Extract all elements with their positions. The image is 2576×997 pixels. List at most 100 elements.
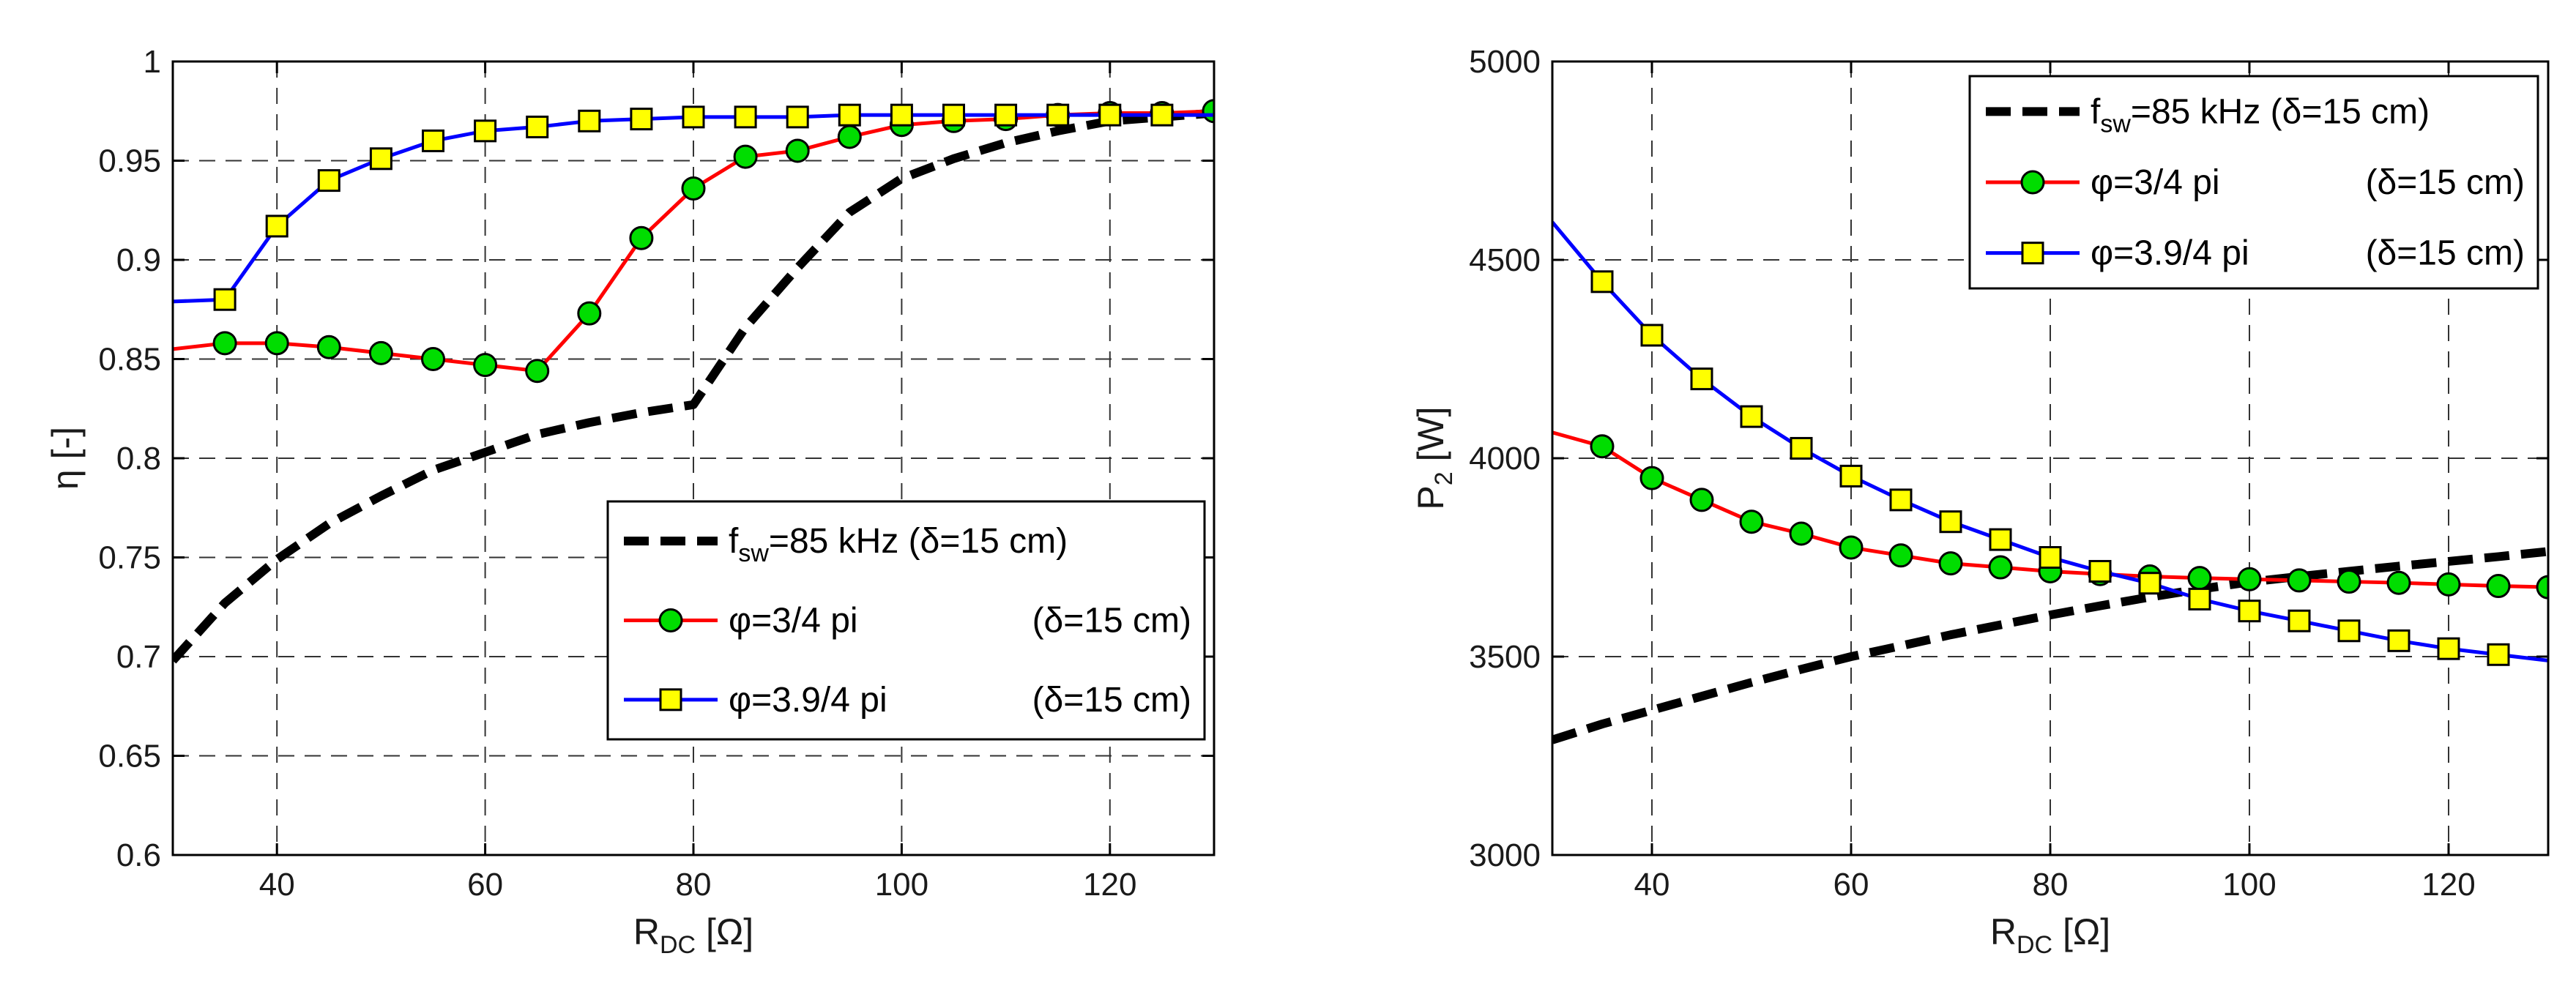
legend-marker-circle	[2020, 170, 2045, 195]
y-tick-label: 3500	[1469, 639, 1541, 675]
legend-label-3: φ=3.9/4 pi	[2091, 234, 2249, 273]
data-point-square	[578, 109, 601, 132]
y-tick-label: 0.65	[98, 739, 161, 774]
data-point-square	[786, 105, 809, 129]
x-tick-label: 40	[1634, 867, 1670, 903]
data-point-circle	[2536, 575, 2548, 600]
data-point-circle	[785, 138, 810, 163]
data-point-circle	[1639, 466, 1664, 490]
legend-note-2: (δ=15 cm)	[2366, 163, 2525, 202]
data-point-circle	[2187, 566, 2212, 591]
data-point-square	[1098, 103, 1122, 127]
data-point-square	[2387, 629, 2411, 652]
x-tick-label: 60	[467, 867, 503, 903]
data-point-circle	[1689, 488, 1714, 512]
data-point-circle	[525, 359, 550, 384]
data-point-square	[734, 105, 757, 129]
data-point-square	[2188, 587, 2211, 610]
data-point-circle	[2386, 570, 2411, 595]
data-point-circle	[473, 353, 498, 378]
data-point-square	[2437, 637, 2460, 660]
data-point-circle	[2436, 572, 2461, 597]
chart-panel-2: 40 60 80 100 120 3000 3500 4000 4500 5000 RDC [Ω] P…	[1410, 44, 2550, 959]
data-point-circle	[681, 176, 706, 201]
data-point-square	[1839, 464, 1863, 488]
data-point-circle	[212, 331, 237, 356]
data-point-square	[1989, 528, 2012, 551]
legend-label-1: fsw=85 kHz (δ=15 cm)	[2091, 92, 2430, 138]
data-point-square	[1150, 103, 1174, 127]
data-point-square	[630, 108, 653, 131]
legend-marker-circle	[658, 608, 683, 632]
y-tick-label: 0.6	[116, 837, 161, 873]
data-point-circle	[1789, 521, 1814, 546]
data-point-circle	[2486, 574, 2511, 599]
data-point-square	[2088, 559, 2112, 583]
legend-label-2: φ=3/4 pi	[729, 602, 858, 641]
data-point-square	[2287, 609, 2311, 632]
data-point-circle	[1938, 551, 1963, 576]
y-tick-label: 3000	[1469, 837, 1541, 873]
data-point-square	[474, 119, 497, 143]
legend-note-3: (δ=15 cm)	[1032, 681, 1191, 720]
legend: fsw=85 kHz (δ=15 cm) φ=3/4 pi (δ=15 cm) φ=3…	[1968, 75, 2539, 290]
data-point-square	[1640, 324, 1664, 347]
y-tick-label: 4000	[1469, 441, 1541, 477]
chart-panel-1: 40 60 80 100 120 0.6 0.65 0.7 0.75 0.8 0.85 0.9 0.95…	[45, 44, 1216, 959]
data-point-square	[1590, 270, 1614, 294]
data-point-circle	[421, 347, 445, 371]
data-point-square	[317, 169, 340, 193]
y-tick-label: 0.9	[116, 242, 161, 278]
data-point-square	[1939, 510, 1962, 534]
data-point-circle	[264, 331, 289, 356]
data-point-circle	[1888, 543, 1913, 568]
data-point-square	[1046, 103, 1070, 127]
legend-label-1: fsw=85 kHz (δ=15 cm)	[729, 522, 1068, 567]
series-line-1	[173, 108, 1214, 664]
y-tick-label: 0.95	[98, 143, 161, 179]
legend-label-2: φ=3/4 pi	[2091, 163, 2220, 202]
y-axis-label: η [-]	[45, 427, 86, 490]
data-point-square	[838, 103, 861, 127]
plot-area	[173, 99, 1214, 664]
data-point-circle	[1839, 535, 1864, 560]
data-point-circle	[577, 301, 602, 326]
x-tick-label: 40	[259, 867, 295, 903]
x-tick-label: 60	[1834, 867, 1869, 903]
x-tick-label: 80	[2033, 867, 2069, 903]
data-point-square	[2337, 619, 2361, 643]
data-point-square	[2238, 600, 2261, 623]
data-point-circle	[316, 335, 341, 359]
legend: fsw=85 kHz (δ=15 cm) φ=3/4 pi (δ=15 cm) φ=3…	[606, 500, 1206, 741]
data-point-square	[2138, 572, 2162, 595]
legend-marker-square	[659, 688, 682, 712]
x-tick-label: 120	[1083, 867, 1136, 903]
data-point-circle	[1739, 509, 1764, 534]
data-point-square	[1790, 436, 1813, 460]
data-point-square	[369, 147, 392, 171]
data-point-square	[526, 115, 549, 138]
data-point-circle	[1988, 555, 2013, 580]
legend-note-3: (δ=15 cm)	[2366, 234, 2525, 273]
data-point-square	[2487, 643, 2510, 666]
legend-marker-square	[2021, 242, 2044, 265]
data-point-circle	[368, 340, 393, 365]
y-tick-label: 0.85	[98, 342, 161, 378]
data-point-square	[994, 103, 1018, 127]
y-tick-label: 4500	[1469, 242, 1541, 278]
y-tick-label: 0.75	[98, 540, 161, 576]
y-tick-label: 0.8	[116, 441, 161, 477]
data-point-circle	[2237, 567, 2262, 591]
x-tick-label: 80	[676, 867, 712, 903]
data-point-square	[1740, 405, 1763, 428]
y-tick-label: 5000	[1469, 44, 1541, 80]
data-point-circle	[629, 225, 654, 250]
x-tick-label: 100	[875, 867, 928, 903]
data-point-circle	[2337, 570, 2361, 594]
y-tick-label: 1	[144, 44, 161, 80]
y-axis-label: P2 [W]	[1410, 406, 1458, 509]
legend-note-2: (δ=15 cm)	[1032, 602, 1191, 641]
legend-label-3: φ=3.9/4 pi	[729, 681, 887, 720]
